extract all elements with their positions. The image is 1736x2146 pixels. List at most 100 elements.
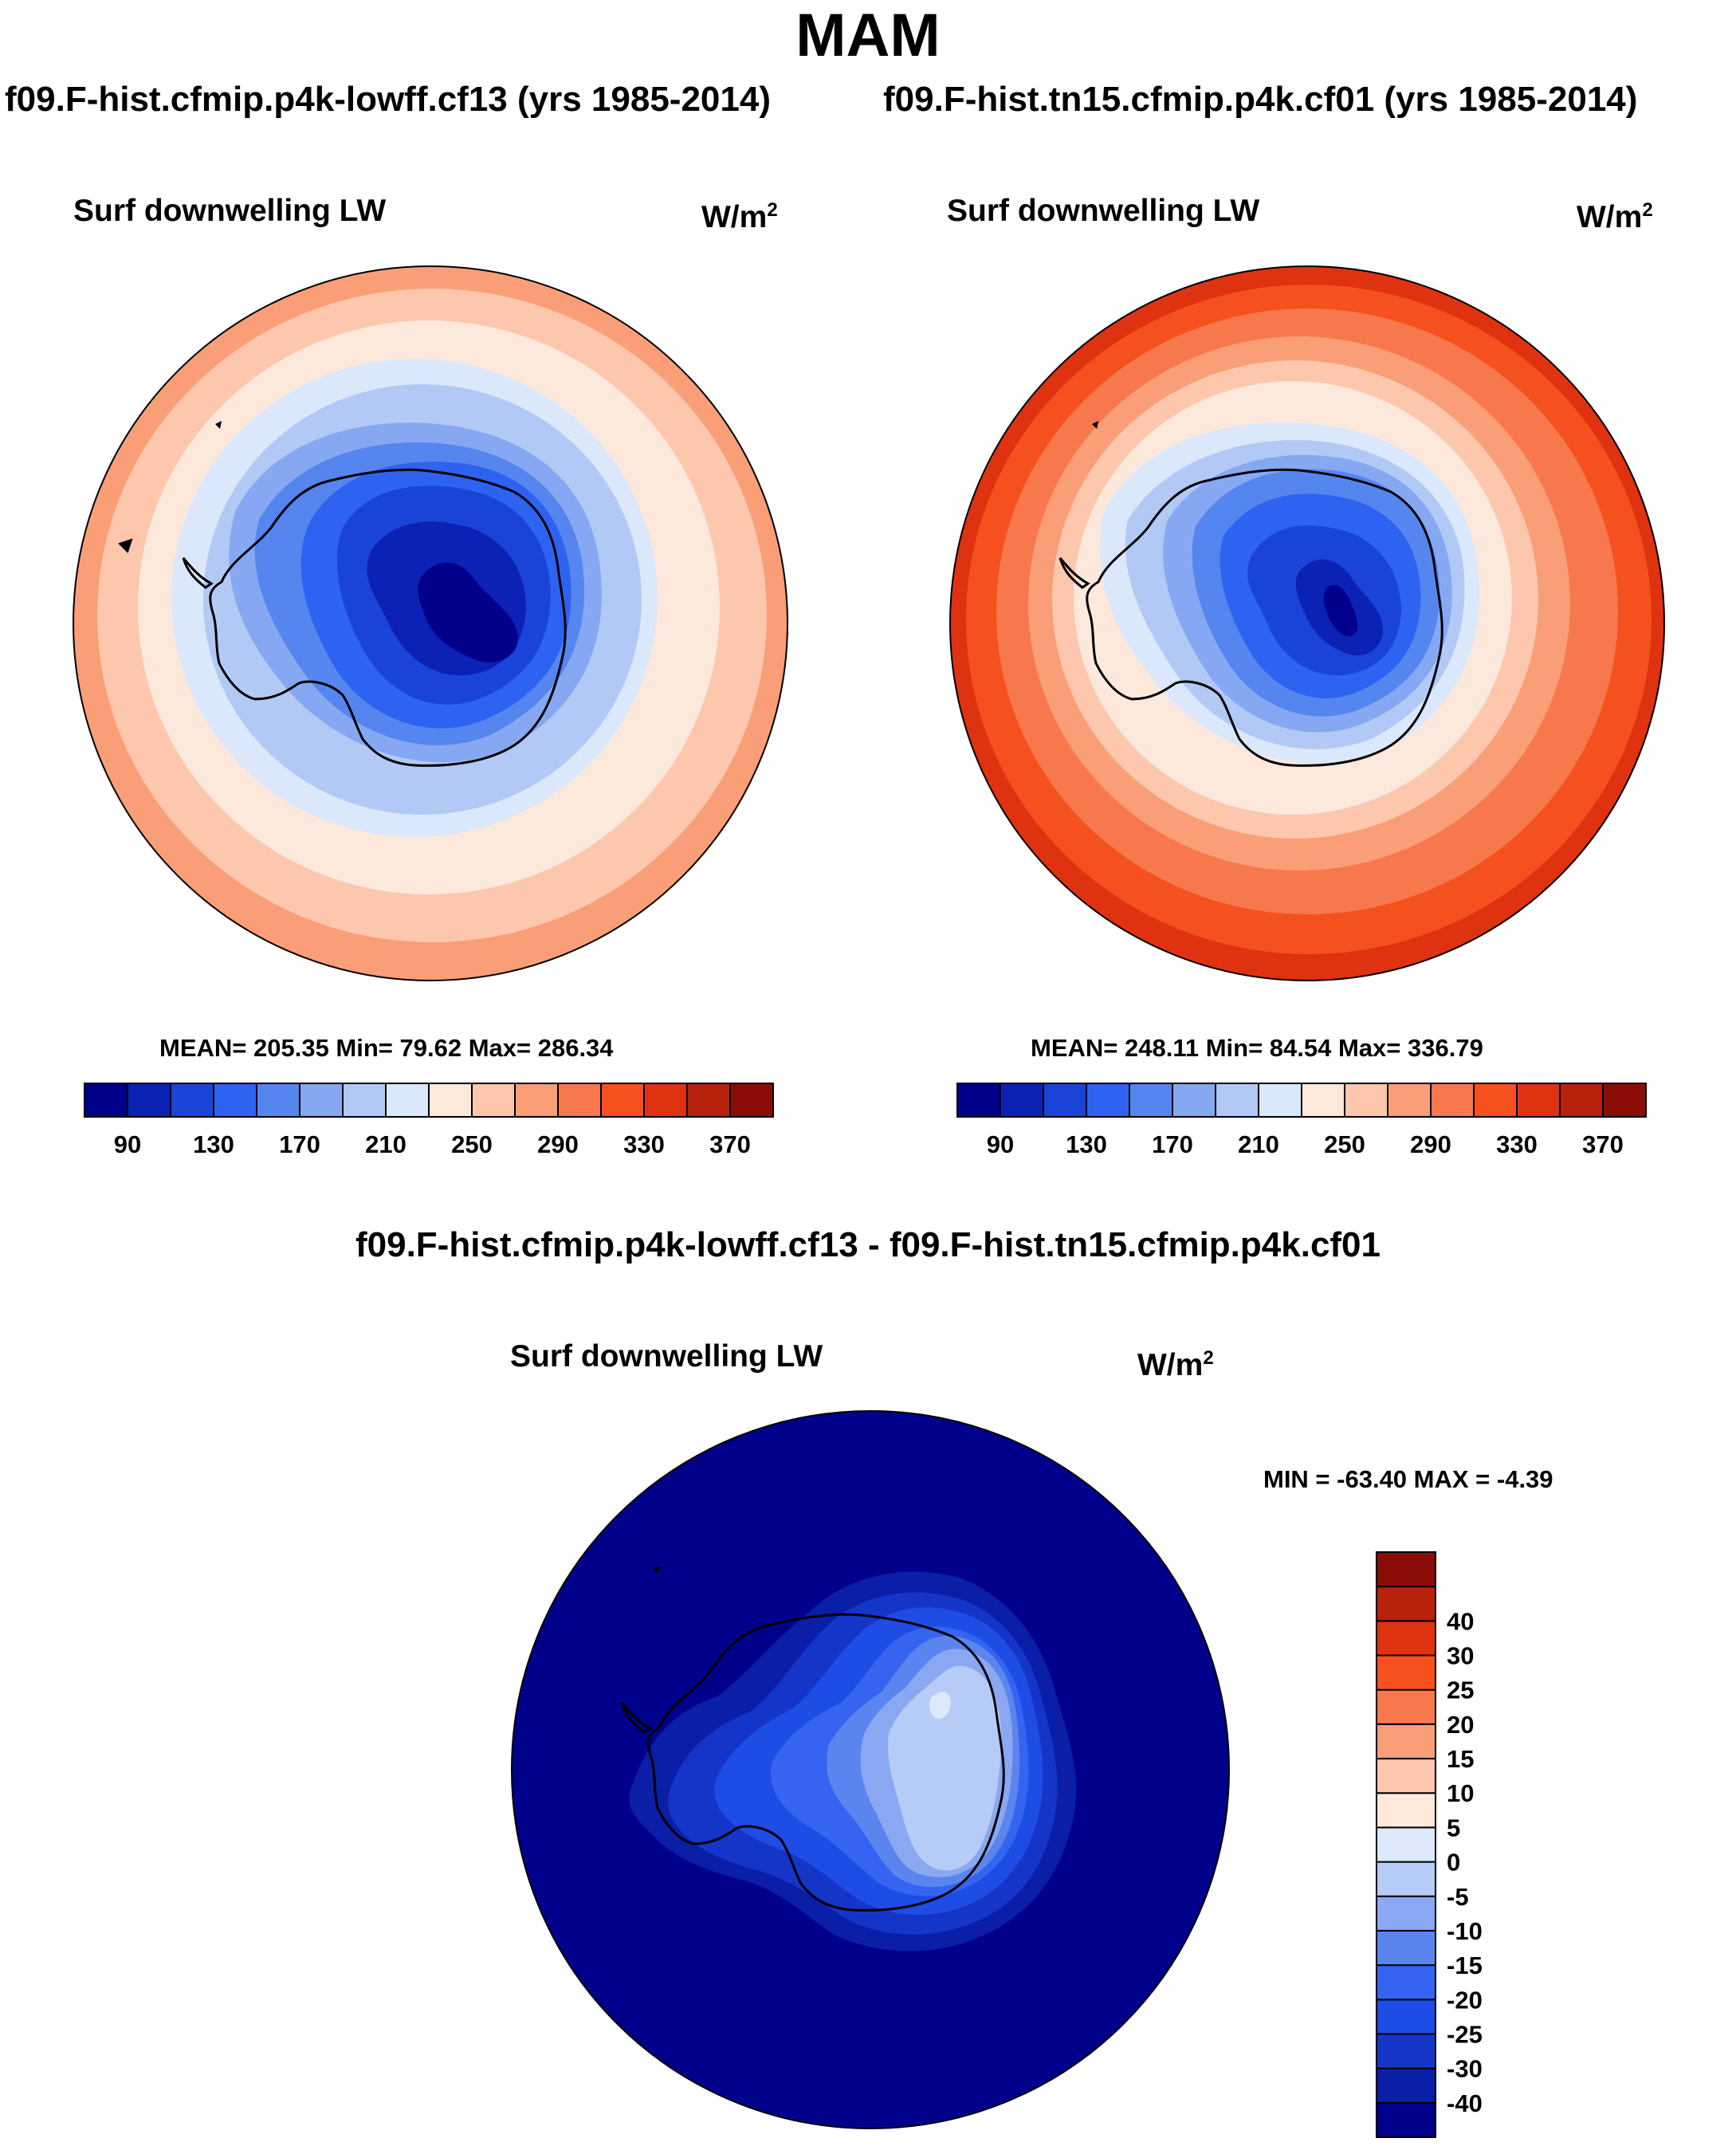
right-colorbar-tick-label: 290 [1410, 1130, 1451, 1158]
diff-colorbar-tick-label: -15 [1447, 1951, 1483, 1979]
right-colorbar-swatch [1473, 1083, 1518, 1118]
right-case-title: f09.F-hist.tn15.cfmip.p4k.cf01 (yrs 1985… [883, 80, 1638, 119]
diff-min-max: MIN = -63.40 MAX = -4.39 [1263, 1465, 1553, 1493]
right-colorbar-tick-label: 330 [1496, 1130, 1538, 1158]
left-colorbar-tick-label: 370 [709, 1130, 751, 1158]
diff-colorbar-tick-label: 0 [1447, 1849, 1460, 1877]
right-colorbar-swatch [1602, 1083, 1647, 1118]
diff-units: W/m2 [1137, 1347, 1214, 1382]
diff-colorbar-tick-label: 15 [1447, 1745, 1474, 1773]
right-colorbar-swatch [1559, 1083, 1604, 1118]
left-colorbar-tick-label: 250 [451, 1130, 493, 1158]
difference-title: f09.F-hist.cfmip.p4k-lowff.cf13 - f09.F-… [355, 1225, 1381, 1264]
right-colorbar-swatch [1344, 1083, 1388, 1118]
left-colorbar-tick-label: 290 [537, 1130, 579, 1158]
left-colorbar-swatch [557, 1083, 602, 1118]
right-polar-map [949, 265, 1665, 981]
map-band [888, 1665, 1002, 1871]
right-colorbar-swatch [1430, 1083, 1475, 1118]
left-colorbar-swatch [729, 1083, 774, 1118]
diff-colorbar-tick-label: -30 [1447, 2055, 1483, 2083]
diff-colorbar-swatch [1376, 1586, 1436, 1622]
right-colorbar-swatch [1301, 1083, 1345, 1118]
right-colorbar-swatch [1043, 1083, 1087, 1118]
diff-colorbar-swatch [1376, 1861, 1436, 1897]
diff-colorbar-swatch [1376, 1551, 1436, 1588]
diff-colorbar-tick-label: 10 [1447, 1779, 1474, 1807]
diff-colorbar-tick-label: -25 [1447, 2020, 1483, 2048]
right-colorbar-swatch [1000, 1083, 1044, 1118]
right-colorbar-tick-label: 370 [1582, 1130, 1624, 1158]
left-colorbar-swatch [600, 1083, 645, 1118]
right-colorbar-tick-label: 130 [1066, 1130, 1107, 1158]
map-band [1323, 584, 1358, 637]
diff-colorbar-swatch [1376, 1999, 1436, 2035]
difference-polar-map [511, 1410, 1230, 2129]
left-colorbar-swatch [299, 1083, 344, 1118]
coastline-fragment [215, 421, 222, 429]
left-colorbar-tick-label: 210 [365, 1130, 407, 1158]
diff-colorbar-swatch [1376, 1620, 1436, 1657]
left-colorbar-swatch [170, 1083, 214, 1118]
diff-colorbar-tick-label: 20 [1447, 1711, 1474, 1739]
right-colorbar-tick-label: 170 [1152, 1130, 1193, 1158]
right-colorbar-swatch [1172, 1083, 1216, 1118]
left-colorbar-swatch [686, 1083, 731, 1118]
right-colorbar-tick-label: 250 [1324, 1130, 1365, 1158]
left-colorbar-tick-label: 90 [114, 1130, 141, 1158]
diff-colorbar-swatch [1376, 1826, 1436, 1863]
left-case-title: f09.F-hist.cfmip.p4k-lowff.cf13 (yrs 198… [5, 80, 771, 119]
map-band [418, 562, 518, 662]
left-variable-title: Surf downwelling LW [73, 194, 387, 228]
antarctica-coastline [620, 1613, 1005, 1912]
coastline-fragment [654, 1566, 660, 1574]
left-colorbar-swatch [385, 1083, 430, 1118]
diff-colorbar-swatch [1376, 1723, 1436, 1760]
left-colorbar-tick-label: 170 [279, 1130, 320, 1158]
coastline-fragment [1092, 421, 1098, 429]
right-colorbar-swatch [956, 1083, 1001, 1118]
figure-title: MAM [795, 2, 941, 69]
right-colorbar-swatch [1215, 1083, 1259, 1118]
left-colorbar-swatch [84, 1083, 128, 1118]
diff-colorbar-tick-label: -10 [1447, 1917, 1483, 1945]
left-polar-map [73, 265, 788, 981]
left-colorbar-swatch [471, 1083, 516, 1118]
diff-colorbar-tick-label: -20 [1447, 1986, 1483, 2014]
left-colorbar-tick-label: 130 [193, 1130, 234, 1158]
diff-colorbar-swatch [1376, 1758, 1436, 1794]
right-stats: MEAN= 248.11 Min= 84.54 Max= 336.79 [1031, 1034, 1483, 1062]
left-colorbar: 90 130 170 210 250 290 330 370 [84, 1083, 774, 1158]
left-colorbar-swatch [342, 1083, 387, 1118]
right-colorbar-tick-label: 90 [987, 1130, 1014, 1158]
left-colorbar-swatch [643, 1083, 688, 1118]
left-stats: MEAN= 205.35 Min= 79.62 Max= 286.34 [159, 1034, 614, 1062]
map-border [511, 1410, 1230, 2129]
right-colorbar-tick-label: 210 [1238, 1130, 1279, 1158]
diff-colorbar-swatch [1376, 1654, 1436, 1691]
right-colorbar-swatch [1516, 1083, 1561, 1118]
right-colorbar-swatch [1129, 1083, 1173, 1118]
diff-colorbar-swatch [1376, 1792, 1436, 1829]
right-colorbar-swatch [1387, 1083, 1432, 1118]
diff-colorbar-tick-label: 40 [1447, 1607, 1474, 1635]
diff-colorbar-tick-label: -40 [1447, 2089, 1483, 2117]
coastline-fragment [118, 538, 133, 553]
right-variable-title: Surf downwelling LW [947, 194, 1260, 228]
left-colorbar-swatch [213, 1083, 257, 1118]
diff-colorbar-tick-label: -5 [1447, 1883, 1469, 1911]
left-colorbar-tick-label: 330 [623, 1130, 665, 1158]
right-colorbar-swatch [1086, 1083, 1130, 1118]
right-units: W/m2 [1577, 199, 1653, 234]
diff-colorbar-swatch [1376, 1688, 1436, 1725]
diff-variable-title: Surf downwelling LW [510, 1339, 823, 1374]
map-border [949, 265, 1665, 981]
diff-colorbar-tick-label: 5 [1447, 1814, 1460, 1841]
map-border [73, 265, 788, 981]
map-band [929, 1692, 951, 1720]
diff-colorbar-swatch [1376, 1895, 1436, 1932]
diff-colorbar-swatch [1376, 2101, 1436, 2139]
diff-colorbar-swatch [1376, 2033, 1436, 2069]
diff-colorbar-swatch [1376, 1929, 1436, 1967]
diff-colorbar-swatch [1376, 1964, 1436, 2001]
